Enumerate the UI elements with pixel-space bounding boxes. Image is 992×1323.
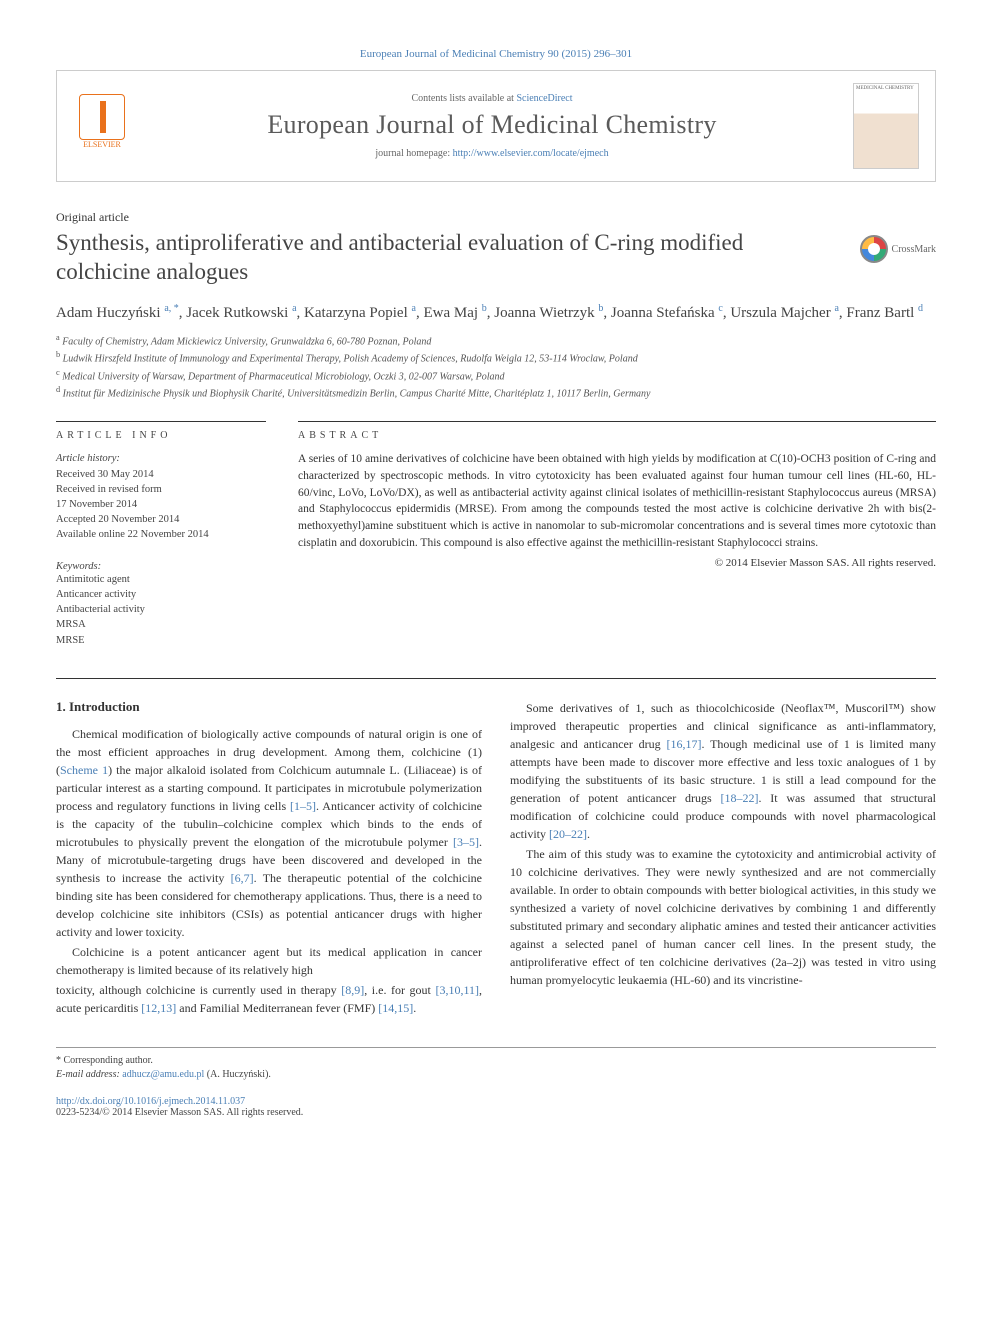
cover-label: MEDICINAL CHEMISTRY xyxy=(856,86,914,91)
article-title: Synthesis, antiproliferative and antibac… xyxy=(56,229,840,287)
crossmark-icon xyxy=(860,235,888,263)
issn-copyright: 0223-5234/© 2014 Elsevier Masson SAS. Al… xyxy=(56,1107,936,1118)
abstract-text: A series of 10 amine derivatives of colc… xyxy=(298,451,936,551)
crossmark-label: CrossMark xyxy=(892,244,936,255)
article-info-label: ARTICLE INFO xyxy=(56,421,266,441)
corresponding-author-footer: * Corresponding author. E-mail address: … xyxy=(56,1047,936,1082)
ref-8-9[interactable]: [8,9] xyxy=(341,983,364,997)
ref-18-22[interactable]: [18–22] xyxy=(720,791,758,805)
elsevier-logo: ELSEVIER xyxy=(73,94,131,158)
intro-paragraph-2a: Colchicine is a potent anticancer agent … xyxy=(56,943,482,979)
elsevier-tree-icon xyxy=(79,94,125,140)
journal-title: European Journal of Medicinal Chemistry xyxy=(149,110,835,140)
intro-paragraph-2b: toxicity, although colchicine is current… xyxy=(56,981,482,1017)
authors-list: Adam Huczyński a, *, Jacek Rutkowski a, … xyxy=(56,301,936,325)
email-label: E-mail address: xyxy=(56,1069,122,1080)
abstract-copyright: © 2014 Elsevier Masson SAS. All rights r… xyxy=(298,557,936,569)
publisher-name: ELSEVIER xyxy=(83,140,121,149)
ref-3-5[interactable]: [3–5] xyxy=(453,835,479,849)
ref-16-17[interactable]: [16,17] xyxy=(666,737,701,751)
ref-6-7[interactable]: [6,7] xyxy=(231,871,254,885)
homepage-url[interactable]: http://www.elsevier.com/locate/ejmech xyxy=(453,148,609,159)
ref-14-15[interactable]: [14,15] xyxy=(378,1001,413,1015)
journal-homepage-line: journal homepage: http://www.elsevier.co… xyxy=(149,148,835,159)
article-history: Article history: Received 30 May 2014Rec… xyxy=(56,451,266,542)
ref-20-22[interactable]: [20–22] xyxy=(549,827,587,841)
body-columns: 1. Introduction Chemical modification of… xyxy=(56,699,936,1017)
crossmark-badge[interactable]: CrossMark xyxy=(860,235,936,263)
abstract-label: ABSTRACT xyxy=(298,421,936,441)
email-author-name: (A. Huczyński). xyxy=(204,1069,271,1080)
author-email[interactable]: adhucz@amu.edu.pl xyxy=(122,1069,204,1080)
doi-block: http://dx.doi.org/10.1016/j.ejmech.2014.… xyxy=(56,1096,936,1118)
section-divider xyxy=(56,678,936,679)
journal-header: ELSEVIER Contents lists available at Sci… xyxy=(56,70,936,182)
section-1-heading: 1. Introduction xyxy=(56,699,482,715)
intro-paragraph-4: The aim of this study was to examine the… xyxy=(510,845,936,989)
ref-1-5[interactable]: [1–5] xyxy=(290,799,316,813)
homepage-prefix: journal homepage: xyxy=(375,148,452,159)
corresponding-note: * Corresponding author. xyxy=(56,1054,936,1068)
ref-12-13[interactable]: [12,13] xyxy=(141,1001,176,1015)
keywords-heading: Keywords: xyxy=(56,561,266,572)
intro-paragraph-1: Chemical modification of biologically ac… xyxy=(56,725,482,941)
scheme-1-ref[interactable]: Scheme 1 xyxy=(60,763,108,777)
doi-link[interactable]: http://dx.doi.org/10.1016/j.ejmech.2014.… xyxy=(56,1096,936,1107)
affiliations: a Faculty of Chemistry, Adam Mickiewicz … xyxy=(56,332,936,401)
ref-3-10-11[interactable]: [3,10,11] xyxy=(435,983,479,997)
history-heading: Article history: xyxy=(56,451,266,466)
citation-line: European Journal of Medicinal Chemistry … xyxy=(56,48,936,60)
intro-paragraph-3: Some derivatives of 1, such as thiocolch… xyxy=(510,699,936,843)
article-type: Original article xyxy=(56,210,936,225)
sciencedirect-link[interactable]: ScienceDirect xyxy=(516,93,572,104)
contents-prefix: Contents lists available at xyxy=(411,93,516,104)
keywords-list: Antimitotic agentAnticancer activityAnti… xyxy=(56,572,266,648)
journal-cover-thumbnail: MEDICINAL CHEMISTRY xyxy=(853,83,919,169)
contents-available-line: Contents lists available at ScienceDirec… xyxy=(149,93,835,104)
